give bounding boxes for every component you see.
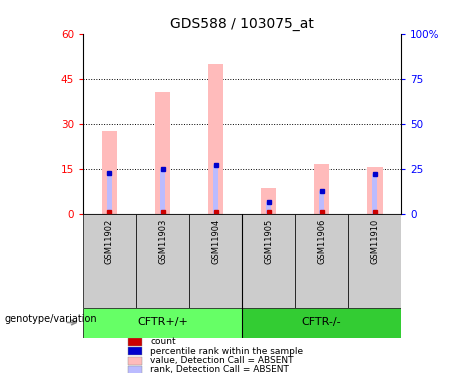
Text: CFTR-/-: CFTR-/-: [302, 318, 341, 327]
Bar: [266, 202, 271, 214]
Bar: [189, 214, 242, 308]
Text: GSM11902: GSM11902: [105, 218, 114, 264]
Text: GSM11906: GSM11906: [317, 218, 326, 264]
Bar: [107, 173, 112, 214]
Bar: [101, 131, 118, 214]
Bar: [128, 338, 142, 346]
Bar: [242, 308, 401, 338]
Text: GSM11905: GSM11905: [264, 218, 273, 264]
Bar: [213, 165, 218, 214]
Bar: [313, 164, 330, 214]
Title: GDS588 / 103075_at: GDS588 / 103075_at: [170, 17, 314, 32]
Bar: [128, 366, 142, 374]
Bar: [348, 214, 401, 308]
Bar: [319, 191, 324, 214]
Text: genotype/variation: genotype/variation: [5, 314, 97, 324]
Bar: [160, 169, 165, 214]
Text: count: count: [150, 337, 176, 346]
Bar: [128, 357, 142, 364]
Bar: [128, 348, 142, 355]
Bar: [260, 188, 277, 214]
Text: GSM11904: GSM11904: [211, 218, 220, 264]
Text: CFTR+/+: CFTR+/+: [137, 318, 188, 327]
Bar: [154, 92, 171, 214]
Bar: [372, 174, 377, 214]
Bar: [207, 64, 224, 214]
Text: value, Detection Call = ABSENT: value, Detection Call = ABSENT: [150, 356, 294, 365]
Text: rank, Detection Call = ABSENT: rank, Detection Call = ABSENT: [150, 365, 289, 374]
Bar: [136, 214, 189, 308]
Bar: [83, 214, 136, 308]
Bar: [295, 214, 348, 308]
Text: percentile rank within the sample: percentile rank within the sample: [150, 346, 303, 355]
Text: GSM11903: GSM11903: [158, 218, 167, 264]
Text: GSM11910: GSM11910: [370, 218, 379, 264]
Bar: [366, 167, 383, 214]
Bar: [83, 308, 242, 338]
Bar: [242, 214, 295, 308]
